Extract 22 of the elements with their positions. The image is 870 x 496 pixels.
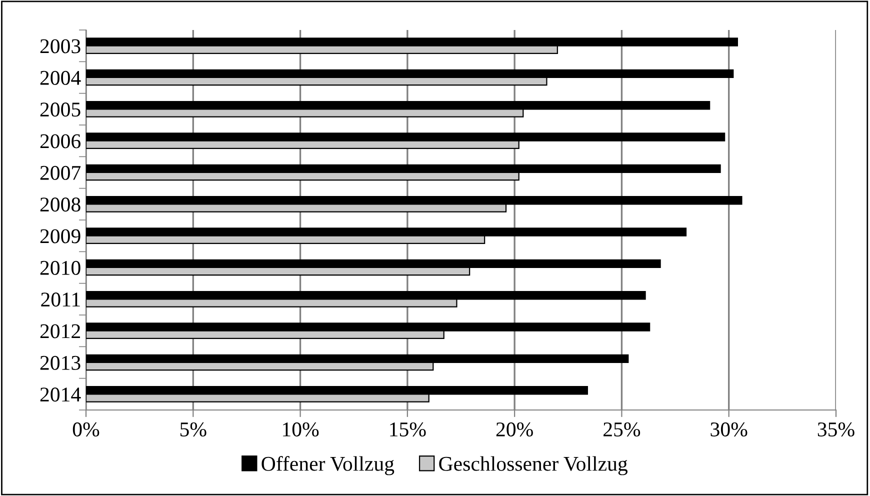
y-tick-label: 2008 <box>40 198 80 212</box>
x-tick-label: 5% <box>180 422 206 437</box>
x-tick-label: 20% <box>496 422 533 437</box>
x-tick-label: 30% <box>710 422 748 437</box>
y-tick-label: 2005 <box>40 102 80 117</box>
x-tick-label: 35% <box>818 422 854 437</box>
y-tick-label: 2014 <box>40 388 81 402</box>
y-tick-label: 2004 <box>40 70 81 85</box>
x-tick-label: 15% <box>390 422 426 437</box>
y-tick-label: 2013 <box>40 356 80 370</box>
y-tick-label: 2012 <box>40 324 80 338</box>
legend-label: Offener Vollzug <box>262 456 394 476</box>
y-tick-label: 2009 <box>40 229 80 244</box>
x-tick-label: 10% <box>283 422 319 437</box>
x-tick-label: 0% <box>72 422 100 437</box>
y-tick-label: 2007 <box>40 166 81 180</box>
y-tick-label: 2003 <box>40 39 80 54</box>
y-tick-label: 2010 <box>40 260 80 275</box>
y-tick-label: 2011 <box>41 292 80 307</box>
x-tick-label: 25% <box>604 422 640 437</box>
y-tick-label: 2006 <box>40 134 81 148</box>
legend-label: Geschlossener Vollzug <box>439 456 628 476</box>
